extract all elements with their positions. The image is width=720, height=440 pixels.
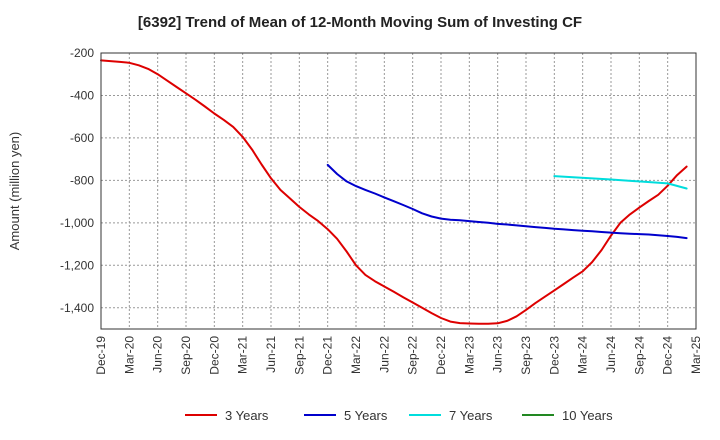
- y-tick-label: -200: [70, 46, 94, 60]
- y-tick-label: -1,200: [60, 258, 94, 272]
- series-group: [100, 59, 688, 325]
- y-tick-label: -400: [70, 88, 94, 102]
- x-tick-label: Jun-22: [377, 336, 391, 373]
- series-line-2: [326, 163, 688, 240]
- x-tick-label: Sep-23: [519, 336, 533, 375]
- x-tick-label: Sep-20: [179, 336, 193, 375]
- y-axis: -200 -400 -600 -800 -1,000 -1,200 -1,400: [60, 46, 94, 315]
- x-tick-label: Dec-24: [661, 336, 675, 375]
- plot-area: [101, 53, 696, 329]
- legend-label-4: 10 Years: [562, 408, 613, 423]
- series-line-3: [553, 175, 688, 190]
- x-tick-label: Dec-21: [321, 336, 335, 375]
- series-line-1: [100, 59, 688, 325]
- y-axis-label: Amount (million yen): [7, 132, 22, 251]
- legend-label-3: 7 Years: [449, 408, 493, 423]
- x-tick-label: Jun-20: [151, 336, 165, 373]
- x-tick-label: Dec-22: [434, 336, 448, 375]
- x-axis: Dec-19 Mar-20 Jun-20 Sep-20 Dec-20 Mar-21 Jun-…: [94, 336, 703, 375]
- x-tick-label: Jun-24: [604, 336, 618, 373]
- legend-label-2: 5 Years: [344, 408, 388, 423]
- legend-label-1: 3 Years: [225, 408, 269, 423]
- x-tick-label: Jun-23: [491, 336, 505, 373]
- y-tick-label: -1,400: [60, 301, 94, 315]
- x-tick-label: Mar-25: [689, 336, 703, 374]
- x-tick-label: Mar-22: [349, 336, 363, 374]
- x-tick-label: Mar-20: [122, 336, 136, 374]
- x-tick-label: Sep-22: [406, 336, 420, 375]
- x-tick-label: Dec-19: [94, 336, 108, 375]
- y-tick-label: -1,000: [60, 216, 94, 230]
- x-tick-label: Dec-20: [207, 336, 221, 375]
- plot-frame: [100, 52, 697, 330]
- x-tick-label: Dec-23: [547, 336, 561, 375]
- x-tick-label: Mar-21: [236, 336, 250, 374]
- x-tick-label: Mar-23: [462, 336, 476, 374]
- legend: 3 Years 5 Years 7 Years 10 Years: [185, 408, 613, 423]
- grid: [100, 52, 697, 329]
- y-tick-label: -600: [70, 131, 94, 145]
- x-tick-label: Sep-21: [292, 336, 306, 375]
- x-tick-label: Jun-21: [264, 336, 278, 373]
- x-tick-label: Sep-24: [632, 336, 646, 375]
- x-tick-label: Mar-24: [576, 336, 590, 374]
- chart-title: [6392] Trend of Mean of 12-Month Moving …: [138, 14, 582, 31]
- y-tick-label: -800: [70, 173, 94, 187]
